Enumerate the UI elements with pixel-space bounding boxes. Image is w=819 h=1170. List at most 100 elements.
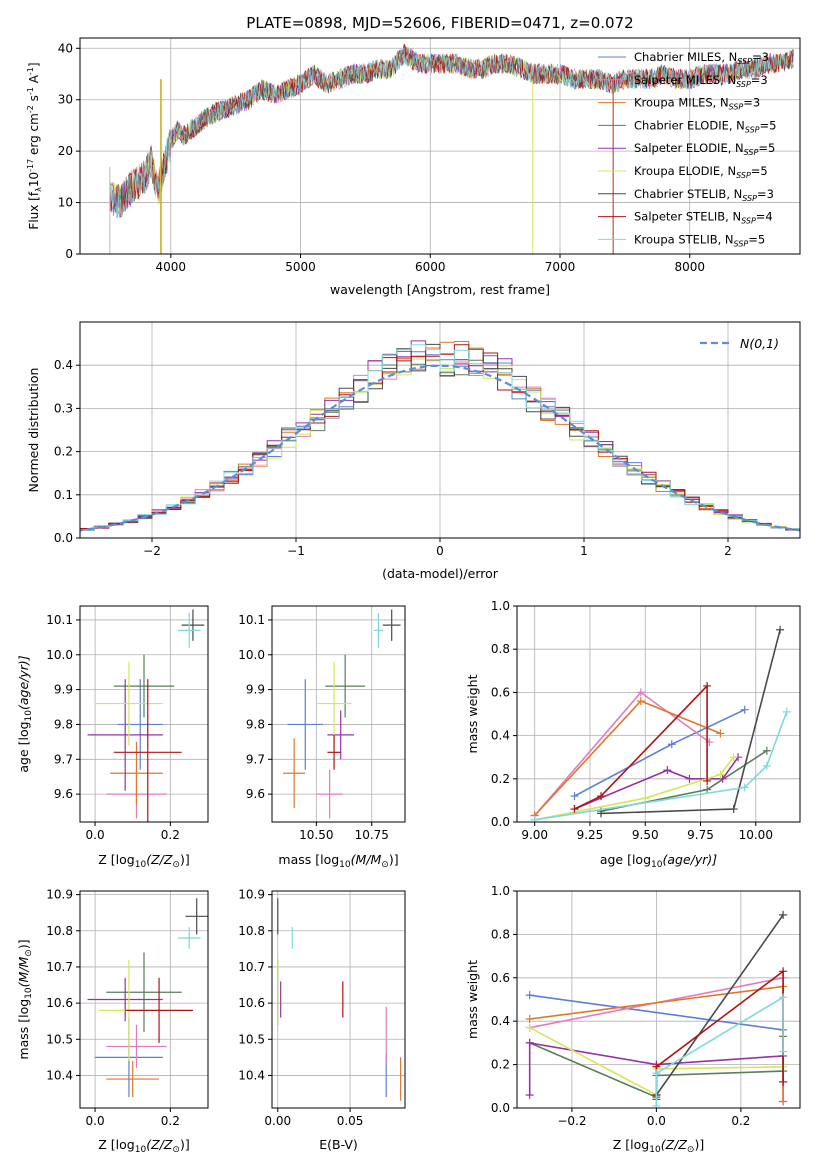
- y-axis-label-sub: 10: [24, 987, 34, 999]
- y-tick-label: 0.4: [491, 729, 510, 743]
- y-axis-label-close: )]: [16, 939, 31, 949]
- y-tick-label: 10.8: [46, 924, 73, 938]
- y-axis-label: Flux [fλ10-17 erg cm-2 s-1 A-1]: [26, 62, 43, 229]
- x-tick-label: 1: [580, 544, 588, 558]
- x-axis-label-text: Z [log: [613, 1137, 649, 1152]
- series-line: [528, 1041, 784, 1095]
- axes-frame: [271, 890, 406, 1109]
- mass-weight-series: [652, 967, 788, 1099]
- y-tick-label: 9.8: [54, 717, 73, 731]
- series-marker: [703, 681, 712, 690]
- y-tick-label: 9.9: [246, 683, 265, 697]
- series-marker: [762, 746, 771, 755]
- legend-sub: SSP: [742, 194, 757, 203]
- y-tick-label: 0.2: [491, 772, 510, 786]
- series-marker: [779, 967, 788, 976]
- y-tick-label: 10.4: [238, 1068, 265, 1082]
- y-tick-label: 10.6: [238, 996, 265, 1010]
- series-marker: [685, 774, 694, 783]
- x-tick-label: −2: [143, 544, 161, 558]
- series-line: [534, 756, 735, 821]
- legend-sub: SSP: [744, 148, 759, 157]
- errorbar-point: [382, 609, 401, 641]
- legend-label: Salpeter STELIB, N: [634, 210, 741, 224]
- x-axis-label-close: )]: [694, 1137, 704, 1152]
- x-axis-label: E(B-V): [319, 1137, 358, 1152]
- y-tick-label: 0.2: [54, 445, 73, 459]
- y-tick-label: 9.6: [246, 787, 265, 801]
- y-tick-label: 10.1: [46, 613, 73, 627]
- mass-weight-series: [597, 746, 771, 816]
- legend-label: Kroupa MILES, N: [634, 96, 729, 110]
- series-line: [534, 711, 788, 821]
- x-axis-label-sub2: ⊙: [172, 1145, 180, 1155]
- axes-frame: [79, 605, 209, 823]
- series-marker: [525, 1038, 534, 1047]
- series-marker: [525, 1090, 534, 1099]
- x-axis-label-rest: (Z/Z: [661, 1137, 688, 1152]
- x-axis-label-sub: 10: [649, 1145, 661, 1155]
- series-marker: [570, 805, 579, 814]
- legend-sub: SSP: [736, 80, 751, 89]
- legend-label: Kroupa STELIB, N: [634, 232, 734, 246]
- series-line: [574, 708, 746, 797]
- y-tick-label: 0.0: [54, 531, 73, 545]
- y-axis-label: mass weight: [465, 674, 480, 753]
- legend-entry: Kroupa STELIB, NSSP=5: [634, 232, 765, 248]
- plot-area: [283, 609, 401, 819]
- figure-title: PLATE=0898, MJD=52606, FIBERID=0471, z=0…: [246, 14, 633, 32]
- series-marker: [762, 761, 771, 770]
- x-tick-label: 10.50: [299, 828, 333, 842]
- legend-label: Kroupa ELODIE, N: [634, 164, 736, 178]
- plot-area: [530, 625, 791, 822]
- y-label-part: -1: [26, 67, 35, 75]
- y-label-part: ]: [27, 62, 41, 67]
- series-marker: [667, 740, 676, 749]
- series-marker: [779, 1047, 788, 1056]
- errorbar-point: [327, 710, 355, 760]
- panel-age_vs_Z: 0.0 0.29.69.79.89.910.010.1Z [log10(Z/Z⊙)…: [16, 605, 209, 870]
- x-axis-label-text: Z [log: [98, 852, 134, 867]
- series-marker: [716, 729, 725, 738]
- x-tick-label: 4000: [156, 260, 187, 274]
- x-axis-label-sub2: ⊙: [687, 1145, 695, 1155]
- axes-frame: [79, 37, 801, 255]
- series-marker: [779, 1097, 788, 1106]
- series-marker: [525, 1015, 534, 1024]
- errorbar-point: [316, 661, 352, 746]
- errorbar-point: [287, 679, 323, 770]
- errorbar-point: [113, 679, 182, 822]
- y-label-part: s: [27, 95, 41, 105]
- plot-area: [80, 340, 800, 532]
- x-axis-label: Z [log10(Z/Z⊙)]: [98, 1137, 189, 1155]
- x-axis-label-rest: (age/yr)]: [662, 852, 717, 867]
- x-axis-label: Z [log10(Z/Z⊙)]: [98, 852, 189, 870]
- y-axis-label: Normed distribution: [26, 368, 41, 493]
- legend-nssp: =3: [751, 73, 768, 87]
- series-marker: [779, 910, 788, 919]
- series-marker: [636, 697, 645, 706]
- series-line: [655, 995, 784, 1106]
- y-tick-label: 10: [58, 196, 73, 210]
- legend-entry: Salpeter MILES, NSSP=3: [634, 73, 768, 89]
- errorbar-point: [177, 927, 201, 949]
- y-tick-label: 10.4: [46, 1068, 73, 1082]
- series-marker: [663, 766, 672, 775]
- x-axis-label: wavelength [Angstrom, rest frame]: [330, 282, 550, 297]
- y-tick-label: 10.5: [46, 1032, 73, 1046]
- y-tick-label: 0.0: [491, 815, 510, 829]
- plot-area: [525, 910, 788, 1108]
- plot-area: [87, 898, 208, 1098]
- legend-sub: SSP: [737, 57, 752, 66]
- x-tick-label: 6000: [415, 260, 446, 274]
- x-tick-label: 0.05: [337, 1114, 364, 1128]
- y-tick-label: 0.6: [491, 971, 510, 985]
- y-tick-label: 10.9: [238, 888, 265, 902]
- legend-nssp: =5: [751, 164, 768, 178]
- x-axis-label-close: )]: [389, 852, 399, 867]
- plot-area: [87, 609, 205, 822]
- legend-entry: Chabrier ELODIE, NSSP=5: [634, 118, 776, 134]
- series-marker: [636, 688, 645, 697]
- series-marker: [782, 707, 791, 716]
- y-tick-label: 9.8: [246, 717, 265, 731]
